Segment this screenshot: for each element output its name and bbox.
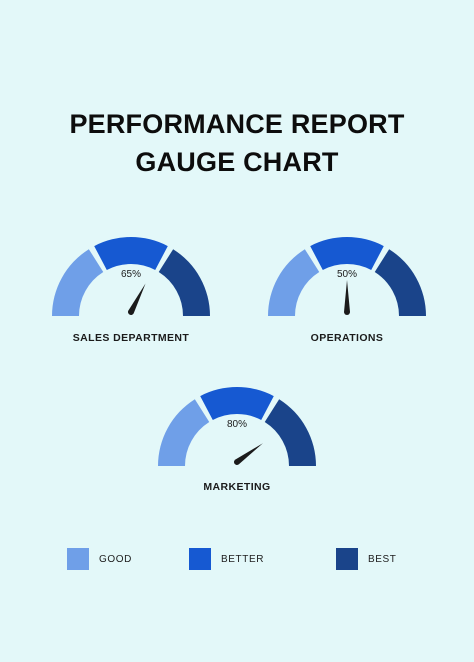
legend-label-better: BETTER — [221, 553, 265, 565]
legend-item-best: BEST — [336, 548, 397, 570]
gauge-band-better — [94, 237, 168, 270]
gauge-sales-department: 65% SALES DEPARTMENT — [52, 237, 210, 344]
gauge-band-best — [374, 249, 426, 316]
gauge-needle — [344, 280, 350, 315]
gauge-band-good — [268, 249, 320, 316]
gauge-operations: 50% OPERATIONS — [268, 237, 426, 344]
gauge-band-good — [52, 249, 104, 316]
legend-item-good: GOOD — [67, 548, 132, 570]
gauge-marketing: 80% MARKETING — [158, 387, 316, 493]
gauge-needle — [233, 443, 263, 465]
gauge-label: OPERATIONS — [311, 332, 384, 344]
gauge-value-label: 80% — [227, 419, 247, 430]
gauge-label: SALES DEPARTMENT — [73, 332, 190, 344]
legend-label-good: GOOD — [99, 553, 132, 565]
gauge-value-label: 50% — [337, 269, 357, 280]
gauge-value-label: 65% — [121, 269, 141, 280]
gauge-band-best — [264, 399, 316, 466]
gauge-band-better — [200, 387, 274, 420]
chart-title-line-1: PERFORMANCE REPORT — [69, 109, 405, 139]
legend-swatch-best — [336, 548, 358, 570]
gauge-label: MARKETING — [203, 481, 270, 493]
legend-label-best: BEST — [368, 553, 397, 565]
gauge-band-better — [310, 237, 384, 270]
legend-item-better: BETTER — [189, 548, 264, 570]
legend: GOOD BETTER BEST — [0, 548, 474, 572]
legend-swatch-good — [67, 548, 89, 570]
gauge-band-best — [158, 249, 210, 316]
gauge-needle — [128, 283, 146, 316]
gauge-band-good — [158, 399, 210, 466]
chart-title-line-2: GAUGE CHART — [135, 147, 339, 177]
legend-swatch-better — [189, 548, 211, 570]
